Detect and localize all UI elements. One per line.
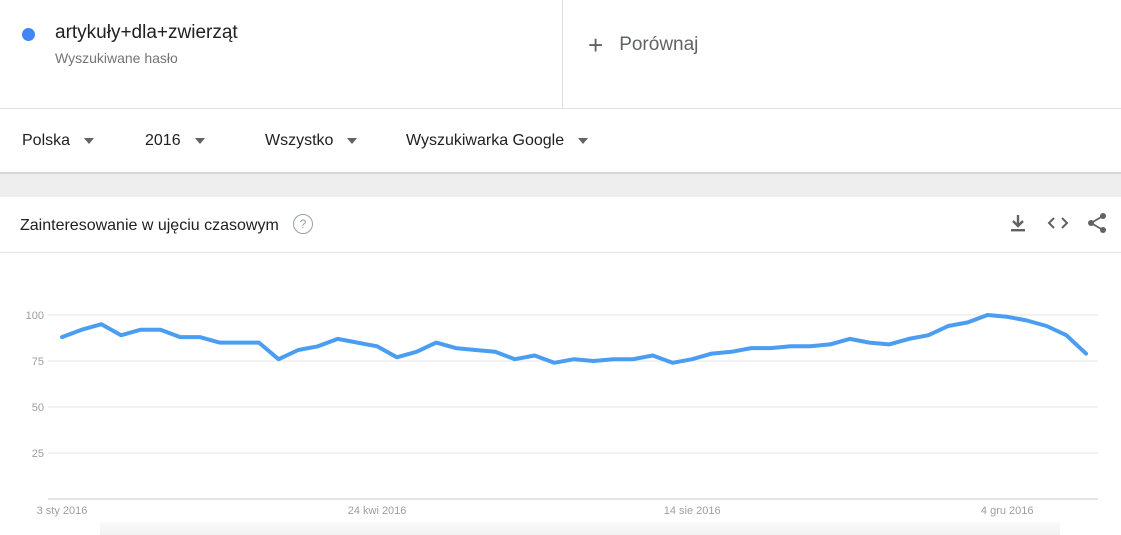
card-header: Zainteresowanie w ujęciu czasowym ?	[0, 197, 1121, 253]
y-tick-label: 25	[32, 448, 44, 460]
x-tick-label: 24 kwi 2016	[348, 505, 407, 517]
search-term-name[interactable]: artykuły+dla+zwierząt	[55, 22, 238, 43]
period-dropdown[interactable]: 2016	[145, 132, 205, 150]
card-title: Zainteresowanie w ujęciu czasowym	[20, 217, 279, 234]
interest-over-time-card: Zainteresowanie w ujęciu czasowym ? 100 7…	[0, 197, 1121, 535]
compare-button[interactable]: + Porównaj	[588, 30, 699, 60]
plus-icon: +	[588, 30, 604, 60]
embed-icon[interactable]	[1047, 212, 1069, 234]
search-term-subtitle: Wyszukiwane hasło	[55, 50, 178, 66]
category-label: Wszystko	[265, 132, 334, 149]
chevron-down-icon	[194, 138, 205, 144]
source-label: Wyszukiwarka Google	[406, 132, 565, 149]
term-bar: artykuły+dla+zwierząt Wyszukiwane hasło …	[0, 0, 1121, 109]
section-divider	[0, 174, 1121, 197]
share-icon[interactable]	[1086, 212, 1108, 234]
compare-label: Porównaj	[619, 34, 699, 55]
term-color-dot	[22, 28, 35, 41]
period-label: 2016	[145, 132, 181, 149]
x-tick-label: 14 sie 2016	[664, 505, 721, 517]
chevron-down-icon	[84, 138, 95, 144]
y-tick-label: 75	[32, 356, 44, 368]
search-source-dropdown[interactable]: Wyszukiwarka Google	[406, 132, 589, 150]
category-dropdown[interactable]: Wszystko	[265, 132, 358, 150]
region-dropdown[interactable]: Polska	[22, 132, 95, 150]
search-term-card[interactable]: artykuły+dla+zwierząt Wyszukiwane hasło	[0, 0, 563, 108]
chevron-down-icon	[578, 138, 589, 144]
y-tick-label: 50	[32, 402, 44, 414]
y-tick-label: 100	[26, 310, 44, 322]
x-tick-label: 3 sty 2016	[37, 505, 88, 517]
x-tick-label: 4 gru 2016	[981, 505, 1034, 517]
footer-shadow	[100, 522, 1060, 535]
interest-line-chart: 100 75 50 25 3 sty 2016 24 kwi 2016 14 sie 20…	[26, 310, 1098, 517]
region-label: Polska	[22, 132, 71, 149]
download-icon[interactable]	[1007, 212, 1029, 234]
chevron-down-icon	[347, 138, 358, 144]
filter-bar: Polska 2016 Wszystko Wyszukiwarka Google	[0, 109, 1121, 174]
series-line	[60, 313, 1088, 365]
help-icon[interactable]: ?	[293, 214, 313, 234]
